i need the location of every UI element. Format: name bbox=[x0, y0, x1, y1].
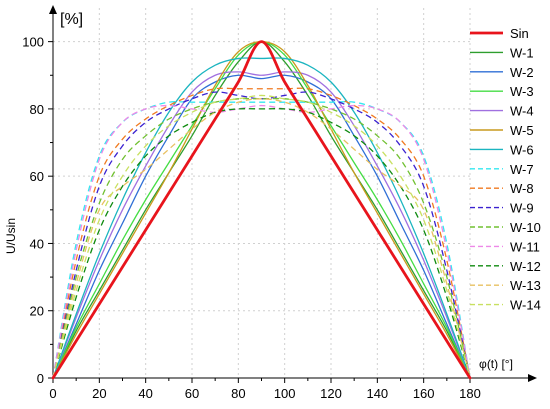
x-tick-label: 40 bbox=[138, 386, 152, 401]
legend-label-w-1: W-1 bbox=[510, 45, 534, 60]
y-tick-label: 0 bbox=[37, 371, 44, 386]
x-tick-label: 80 bbox=[231, 386, 245, 401]
x-tick-label: 20 bbox=[92, 386, 106, 401]
series-line-w-12 bbox=[52, 108, 471, 379]
x-tick-label: 180 bbox=[459, 386, 481, 401]
y-tick-label: 60 bbox=[30, 169, 44, 184]
series-line-w-2 bbox=[52, 74, 471, 379]
series-line-w-3 bbox=[52, 40, 471, 379]
series-line-w-9 bbox=[52, 91, 471, 379]
y-axis-arrow-icon bbox=[49, 5, 57, 14]
legend-label-w-6: W-6 bbox=[510, 142, 534, 157]
x-tick-label: 120 bbox=[320, 386, 342, 401]
grid bbox=[53, 8, 471, 378]
series-line-w-10 bbox=[52, 97, 471, 379]
series-line-w-8 bbox=[52, 87, 471, 379]
y-tick-label: 80 bbox=[30, 102, 44, 117]
y-tick-label: 40 bbox=[30, 236, 44, 251]
series-line-w-14 bbox=[52, 94, 471, 379]
legend-label-w-3: W-3 bbox=[510, 84, 534, 99]
x-axis-arrow-icon bbox=[528, 374, 537, 382]
series-line-w-11 bbox=[52, 104, 471, 379]
y-tick-label: 20 bbox=[30, 304, 44, 319]
x-tick-label: 100 bbox=[274, 386, 296, 401]
series-line-w-6 bbox=[52, 57, 471, 379]
legend-label-w-12: W-12 bbox=[510, 259, 541, 274]
x-tick-label: 0 bbox=[49, 386, 56, 401]
legend-label-w-13: W-13 bbox=[510, 278, 541, 293]
series-line-w-7 bbox=[52, 101, 471, 379]
y-unit-label: [%] bbox=[60, 11, 83, 28]
series-lines bbox=[51, 40, 472, 380]
legend-label-w-4: W-4 bbox=[510, 104, 534, 119]
legend-label-w-7: W-7 bbox=[510, 162, 534, 177]
series-line-w-13 bbox=[52, 98, 471, 379]
series-line-w-4 bbox=[52, 71, 471, 379]
y-axis-label: U/Usin bbox=[4, 218, 18, 254]
x-tick-label: 160 bbox=[413, 386, 435, 401]
series-line-w-5 bbox=[52, 40, 471, 379]
series-line-sin bbox=[51, 40, 472, 380]
legend-label-w-9: W-9 bbox=[510, 201, 534, 216]
legend-label-sin: Sin bbox=[510, 26, 529, 41]
legend-label-w-10: W-10 bbox=[510, 220, 541, 235]
legend-label-w-5: W-5 bbox=[510, 123, 534, 138]
legend-label-w-2: W-2 bbox=[510, 65, 534, 80]
legend-label-w-11: W-11 bbox=[510, 239, 540, 254]
x-tick-label: 60 bbox=[185, 386, 199, 401]
legend-label-w-8: W-8 bbox=[510, 181, 534, 196]
legend-label-w-14: W-14 bbox=[510, 298, 541, 313]
legend: Sin W-1 W-2 W-3 W-4 W-5 W-6 W-7 W-8 W-9 W-10 W-11 W-… bbox=[470, 26, 541, 313]
x-tick-label: 140 bbox=[366, 386, 388, 401]
series-line-w-1 bbox=[52, 40, 471, 379]
y-tick-label: 100 bbox=[22, 35, 44, 50]
axes: 0 20 40 60 80 100 120 140 160 180 0 20 40 60 80 100 bbox=[22, 5, 537, 401]
x-axis-label: φ(t) [°] bbox=[479, 357, 513, 371]
